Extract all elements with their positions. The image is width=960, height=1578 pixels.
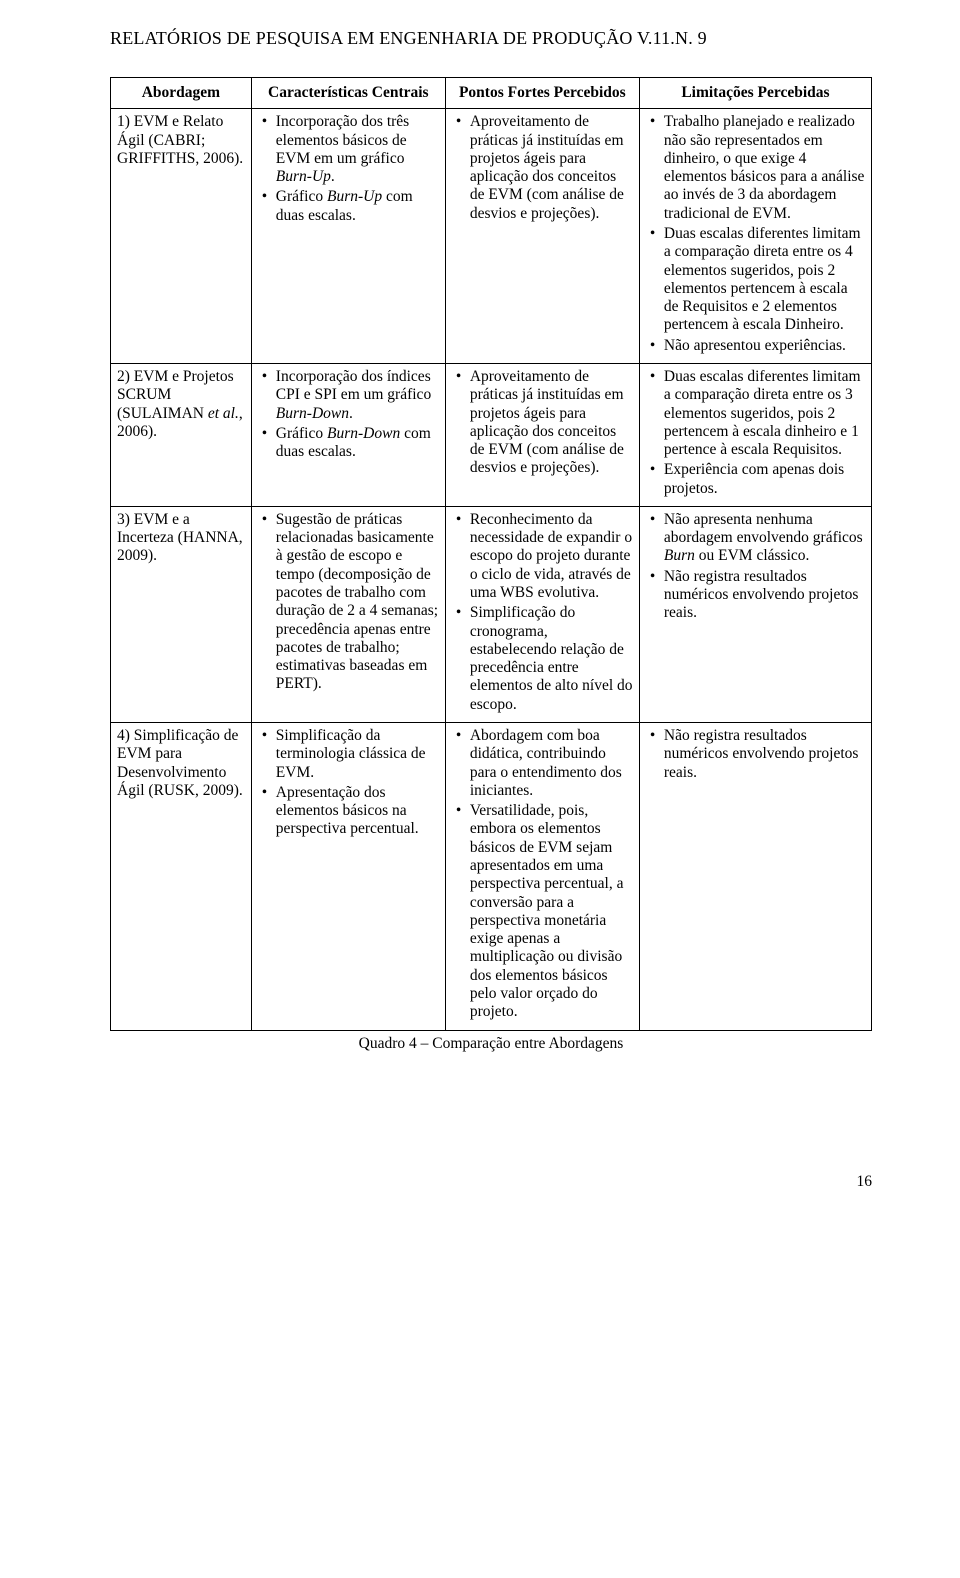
list-item: Versatilidade, pois, embora os elementos… (452, 802, 633, 1021)
table-header-row: Abordagem Características Centrais Ponto… (111, 78, 872, 109)
cell-limitacoes: Não apresenta nenhuma abordagem envolven… (639, 506, 871, 722)
list-item: Não registra resultados numéricos envolv… (646, 727, 865, 782)
list-item: Não registra resultados numéricos envolv… (646, 568, 865, 623)
cell-pontos-fortes: Reconhecimento da necessidade de expandi… (445, 506, 639, 722)
document-page: RELATÓRIOS DE PESQUISA EM ENGENHARIA DE … (0, 0, 960, 1231)
table-caption: Quadro 4 – Comparação entre Abordagens (110, 1035, 872, 1053)
cell-abordagem: 3) EVM e a Incerteza (HANNA, 2009). (111, 506, 252, 722)
list-item: Não apresentou experiências. (646, 337, 865, 355)
cell-abordagem: 4) Simplificação de EVM para Desenvolvim… (111, 723, 252, 1031)
cell-limitacoes: Trabalho planejado e realizado não são r… (639, 109, 871, 364)
list-item: Apresentação dos elementos básicos na pe… (258, 784, 439, 839)
list-item: Sugestão de práticas relacionadas basica… (258, 511, 439, 694)
page-number: 16 (110, 1173, 872, 1191)
list-item: Não apresenta nenhuma abordagem envolven… (646, 511, 865, 566)
list-item: Simplificação da terminologia clássica d… (258, 727, 439, 782)
table-row: 2) EVM e Projetos SCRUM (SULAIMAN et al.… (111, 363, 872, 506)
cell-pontos-fortes: Aproveitamento de práticas já instituída… (445, 363, 639, 506)
cell-caracteristicas: Sugestão de práticas relacionadas basica… (251, 506, 445, 722)
list-item: Trabalho planejado e realizado não são r… (646, 113, 865, 223)
table-row: 4) Simplificação de EVM para Desenvolvim… (111, 723, 872, 1031)
list-item: Experiência com apenas dois projetos. (646, 461, 865, 498)
cell-pontos-fortes: Aproveitamento de práticas já instituída… (445, 109, 639, 364)
list-item: Aproveitamento de práticas já instituída… (452, 113, 633, 223)
cell-abordagem: 1) EVM e Relato Ágil (CABRI; GRIFFITHS, … (111, 109, 252, 364)
cell-caracteristicas: Incorporação dos índices CPI e SPI em um… (251, 363, 445, 506)
table-row: 1) EVM e Relato Ágil (CABRI; GRIFFITHS, … (111, 109, 872, 364)
cell-pontos-fortes: Abordagem com boa didática, contribuindo… (445, 723, 639, 1031)
cell-caracteristicas: Incorporação dos três elementos básicos … (251, 109, 445, 364)
list-item: Incorporação dos três elementos básicos … (258, 113, 439, 186)
col-header-pontos-fortes: Pontos Fortes Percebidos (445, 78, 639, 109)
cell-limitacoes: Não registra resultados numéricos envolv… (639, 723, 871, 1031)
col-header-limitacoes: Limitações Percebidas (639, 78, 871, 109)
cell-limitacoes: Duas escalas diferentes limitam a compar… (639, 363, 871, 506)
comparison-table: Abordagem Características Centrais Ponto… (110, 77, 872, 1031)
col-header-abordagem: Abordagem (111, 78, 252, 109)
list-item: Reconhecimento da necessidade de expandi… (452, 511, 633, 602)
list-item: Gráfico Burn-Down com duas escalas. (258, 425, 439, 462)
list-item: Abordagem com boa didática, contribuindo… (452, 727, 633, 800)
journal-header: RELATÓRIOS DE PESQUISA EM ENGENHARIA DE … (110, 28, 872, 49)
list-item: Gráfico Burn-Up com duas escalas. (258, 188, 439, 225)
col-header-caracteristicas: Características Centrais (251, 78, 445, 109)
list-item: Duas escalas diferentes limitam a compar… (646, 225, 865, 335)
cell-caracteristicas: Simplificação da terminologia clássica d… (251, 723, 445, 1031)
list-item: Aproveitamento de práticas já instituída… (452, 368, 633, 478)
table-row: 3) EVM e a Incerteza (HANNA, 2009). Suge… (111, 506, 872, 722)
list-item: Incorporação dos índices CPI e SPI em um… (258, 368, 439, 423)
list-item: Duas escalas diferentes limitam a compar… (646, 368, 865, 459)
list-item: Simplificação do cronograma, estabelecen… (452, 604, 633, 714)
cell-abordagem: 2) EVM e Projetos SCRUM (SULAIMAN et al.… (111, 363, 252, 506)
